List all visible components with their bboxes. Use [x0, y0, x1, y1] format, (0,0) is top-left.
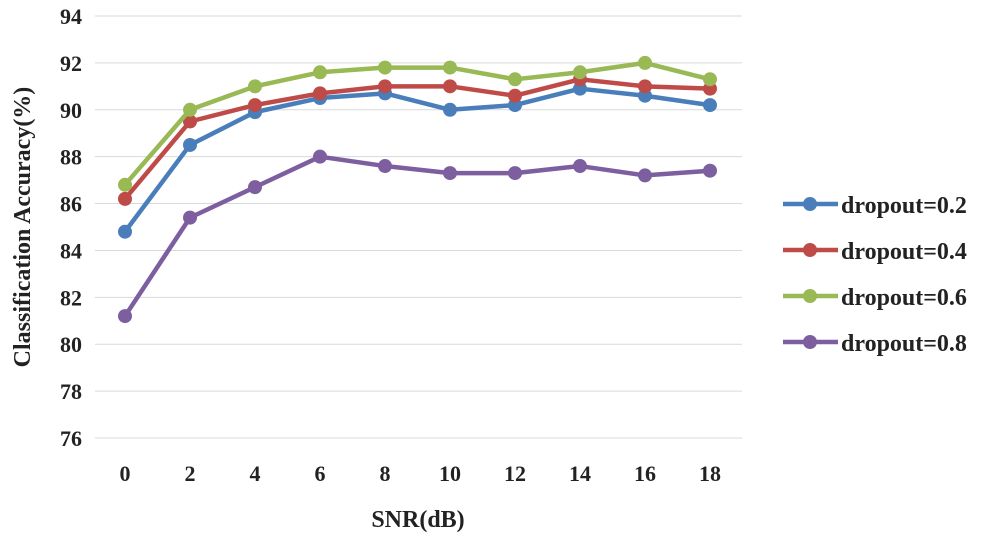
- legend-item: dropout=0.2: [783, 193, 967, 219]
- legend-marker: [803, 335, 817, 349]
- data-point: [183, 102, 197, 117]
- legend-label: dropout=0.8: [841, 331, 967, 357]
- legend-label: dropout=0.6: [841, 285, 967, 311]
- legend: dropout=0.2 dropout=0.4 dropout=0.6 dropout…: [783, 193, 967, 357]
- data-point: [638, 168, 652, 183]
- x-tick-label: 8: [380, 461, 391, 486]
- y-tick-label: 86: [60, 192, 82, 217]
- x-axis-title: SNR(dB): [371, 507, 464, 533]
- x-tick-label: 12: [504, 461, 526, 486]
- y-axis-title: Classification Accuracy(%): [10, 87, 36, 368]
- series-dropout=0.2: [118, 81, 717, 239]
- series-line: [122, 60, 713, 188]
- y-tick-label: 76: [60, 426, 82, 451]
- series-line: [122, 77, 713, 202]
- data-point: [638, 79, 652, 94]
- series-dropout=0.6: [118, 55, 717, 192]
- data-point: [378, 60, 392, 75]
- data-point: [248, 98, 262, 113]
- data-point: [183, 137, 197, 152]
- series-line: [122, 154, 713, 319]
- data-point: [118, 191, 132, 206]
- series-dropout=0.8: [118, 149, 717, 324]
- x-tick-label: 18: [699, 461, 721, 486]
- series-lines: [118, 55, 717, 324]
- x-axis-ticks: 0 2 4 6 8 10 12 14 16 18: [120, 461, 722, 486]
- data-point: [248, 79, 262, 94]
- legend-marker: [803, 197, 817, 211]
- y-tick-label: 90: [60, 98, 82, 123]
- legend-marker: [803, 243, 817, 257]
- y-tick-label: 92: [60, 51, 82, 76]
- data-point: [703, 163, 717, 178]
- x-tick-label: 16: [634, 461, 656, 486]
- legend-label: dropout=0.2: [841, 193, 967, 219]
- series-line: [122, 86, 713, 234]
- x-tick-label: 6: [315, 461, 326, 486]
- data-point: [508, 166, 522, 181]
- data-point: [313, 149, 327, 164]
- data-point: [703, 98, 717, 113]
- data-point: [183, 114, 197, 129]
- y-tick-label: 80: [60, 332, 82, 357]
- y-axis-ticks: 76 78 80 82 84 86 88 90 92 94: [60, 4, 82, 451]
- y-tick-label: 94: [60, 4, 82, 29]
- data-point: [573, 159, 587, 174]
- data-point: [508, 72, 522, 87]
- x-tick-label: 4: [250, 461, 261, 486]
- data-point: [573, 65, 587, 80]
- data-point: [378, 79, 392, 94]
- data-point: [443, 102, 457, 117]
- y-tick-label: 82: [60, 285, 82, 310]
- legend-marker: [803, 289, 817, 303]
- y-tick-label: 84: [60, 238, 82, 263]
- data-point: [508, 88, 522, 103]
- x-tick-label: 10: [439, 461, 461, 486]
- data-point: [313, 86, 327, 101]
- data-point: [703, 72, 717, 87]
- data-point: [183, 210, 197, 225]
- legend-item: dropout=0.8: [783, 331, 967, 357]
- data-point: [118, 177, 132, 192]
- y-tick-label: 88: [60, 145, 82, 170]
- y-tick-label: 78: [60, 379, 82, 404]
- data-point: [378, 159, 392, 174]
- x-tick-label: 14: [569, 461, 591, 486]
- legend-item: dropout=0.6: [783, 285, 967, 311]
- data-point: [248, 180, 262, 195]
- gridlines: [95, 15, 742, 439]
- legend-item: dropout=0.4: [783, 239, 967, 265]
- data-point: [118, 309, 132, 324]
- data-point: [313, 65, 327, 80]
- data-point: [638, 55, 652, 70]
- data-point: [118, 224, 132, 239]
- legend-label: dropout=0.4: [841, 239, 967, 265]
- data-point: [443, 60, 457, 75]
- x-tick-label: 2: [185, 461, 196, 486]
- data-point: [443, 79, 457, 94]
- data-point: [443, 166, 457, 181]
- x-tick-label: 0: [120, 461, 131, 486]
